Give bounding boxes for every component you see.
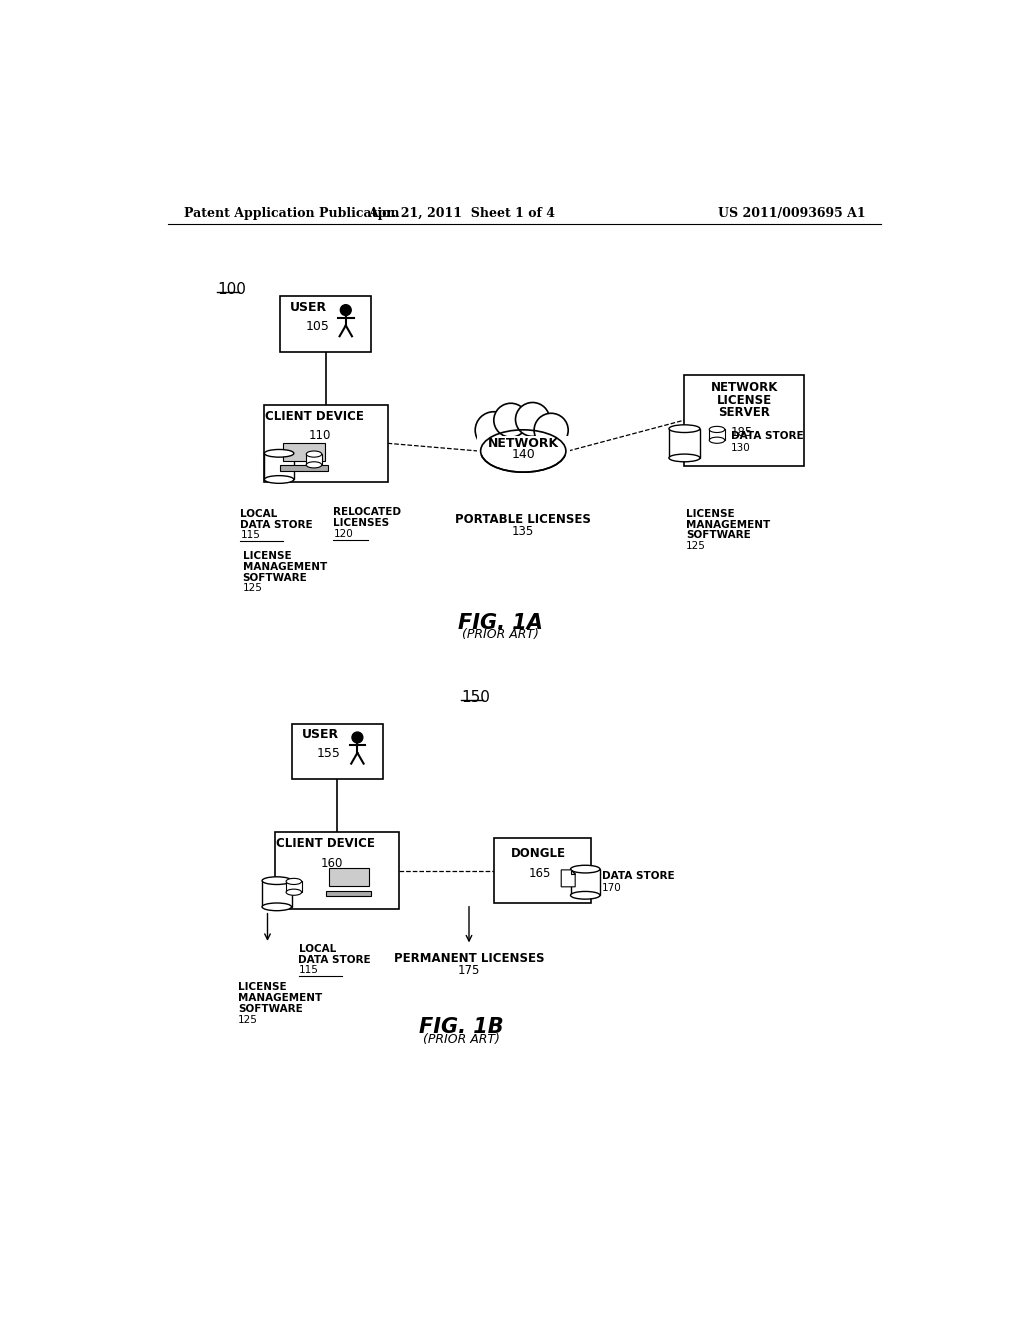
Text: 125: 125 xyxy=(238,1015,258,1024)
Circle shape xyxy=(340,305,351,315)
Bar xyxy=(280,296,372,351)
Polygon shape xyxy=(561,870,575,887)
Text: 140: 140 xyxy=(511,449,536,462)
Text: 125: 125 xyxy=(686,541,706,550)
Bar xyxy=(262,880,292,907)
Text: 150: 150 xyxy=(461,689,490,705)
Circle shape xyxy=(535,413,568,447)
Bar xyxy=(264,453,294,479)
Text: LICENSE: LICENSE xyxy=(686,508,734,519)
Ellipse shape xyxy=(306,451,322,457)
Text: 175: 175 xyxy=(458,964,480,977)
Text: 135: 135 xyxy=(512,525,535,539)
Bar xyxy=(327,891,372,896)
Text: DATA STORE: DATA STORE xyxy=(602,871,675,880)
Bar xyxy=(684,375,804,466)
Text: NETWORK: NETWORK xyxy=(711,381,778,395)
Text: 130: 130 xyxy=(731,444,751,453)
Text: Apr. 21, 2011  Sheet 1 of 4: Apr. 21, 2011 Sheet 1 of 4 xyxy=(368,207,555,220)
Text: PORTABLE LICENSES: PORTABLE LICENSES xyxy=(456,512,591,525)
Ellipse shape xyxy=(570,891,600,899)
Circle shape xyxy=(494,404,528,437)
Text: PERMANENT LICENSES: PERMANENT LICENSES xyxy=(394,952,544,965)
Text: CLIENT DEVICE: CLIENT DEVICE xyxy=(276,837,375,850)
Text: 185: 185 xyxy=(730,425,753,438)
Text: 120: 120 xyxy=(334,529,353,539)
Text: 165: 165 xyxy=(528,867,551,880)
Text: 170: 170 xyxy=(602,883,622,894)
Text: MANAGEMENT: MANAGEMENT xyxy=(243,562,327,572)
Ellipse shape xyxy=(480,430,566,473)
Ellipse shape xyxy=(286,890,302,895)
Text: FIG. 1A: FIG. 1A xyxy=(458,612,543,632)
Text: MANAGEMENT: MANAGEMENT xyxy=(686,520,770,529)
Text: 115: 115 xyxy=(299,965,318,975)
Text: DATA STORE: DATA STORE xyxy=(731,430,804,441)
Bar xyxy=(283,444,326,461)
Bar xyxy=(669,429,700,458)
Text: 115: 115 xyxy=(241,531,260,540)
Text: USER: USER xyxy=(302,727,339,741)
Text: US 2011/0093695 A1: US 2011/0093695 A1 xyxy=(718,207,866,220)
Bar xyxy=(329,869,369,886)
Ellipse shape xyxy=(262,876,292,884)
Text: SOFTWARE: SOFTWARE xyxy=(243,573,307,582)
Text: FIG. 1B: FIG. 1B xyxy=(419,1016,504,1038)
Ellipse shape xyxy=(669,425,700,433)
Bar xyxy=(286,882,302,892)
Bar xyxy=(570,869,600,895)
Text: DATA STORE: DATA STORE xyxy=(241,520,313,529)
Ellipse shape xyxy=(710,437,725,444)
Bar xyxy=(275,832,399,909)
Bar xyxy=(710,429,725,441)
Ellipse shape xyxy=(570,866,600,873)
Circle shape xyxy=(515,403,550,437)
Text: LICENSES: LICENSES xyxy=(334,517,389,528)
Bar xyxy=(306,454,322,465)
Text: SOFTWARE: SOFTWARE xyxy=(238,1003,303,1014)
Text: LOCAL: LOCAL xyxy=(241,508,278,519)
Circle shape xyxy=(352,733,362,743)
Text: SOFTWARE: SOFTWARE xyxy=(686,531,751,540)
Ellipse shape xyxy=(286,878,302,884)
Text: USER: USER xyxy=(290,301,327,314)
Text: (PRIOR ART): (PRIOR ART) xyxy=(462,628,539,642)
Text: LICENSE: LICENSE xyxy=(238,982,287,993)
Bar xyxy=(281,466,328,471)
Ellipse shape xyxy=(710,426,725,433)
Ellipse shape xyxy=(262,903,292,911)
Ellipse shape xyxy=(264,450,294,457)
Bar xyxy=(495,838,591,903)
Text: MANAGEMENT: MANAGEMENT xyxy=(238,993,323,1003)
Text: 160: 160 xyxy=(321,857,343,870)
Text: (PRIOR ART): (PRIOR ART) xyxy=(423,1034,500,1047)
Text: 125: 125 xyxy=(243,583,262,594)
Text: 155: 155 xyxy=(317,747,341,760)
Text: CLIENT DEVICE: CLIENT DEVICE xyxy=(264,409,364,422)
Text: SERVER: SERVER xyxy=(718,407,770,418)
Text: DATA STORE: DATA STORE xyxy=(299,954,371,965)
Text: LICENSE: LICENSE xyxy=(243,552,291,561)
Bar xyxy=(477,436,569,455)
Circle shape xyxy=(475,412,512,449)
Bar xyxy=(263,405,388,482)
Polygon shape xyxy=(571,870,575,874)
Text: DONGLE: DONGLE xyxy=(511,847,566,861)
Text: 100: 100 xyxy=(217,281,246,297)
Text: RELOCATED: RELOCATED xyxy=(334,507,401,517)
Text: NETWORK: NETWORK xyxy=(487,437,559,450)
Text: 105: 105 xyxy=(305,321,330,333)
Text: 110: 110 xyxy=(308,429,331,442)
Text: Patent Application Publication: Patent Application Publication xyxy=(183,207,399,220)
Text: LICENSE: LICENSE xyxy=(717,393,772,407)
Ellipse shape xyxy=(669,454,700,462)
Ellipse shape xyxy=(306,462,322,469)
Bar xyxy=(292,723,383,779)
Text: LOCAL: LOCAL xyxy=(299,944,336,954)
Ellipse shape xyxy=(264,475,294,483)
